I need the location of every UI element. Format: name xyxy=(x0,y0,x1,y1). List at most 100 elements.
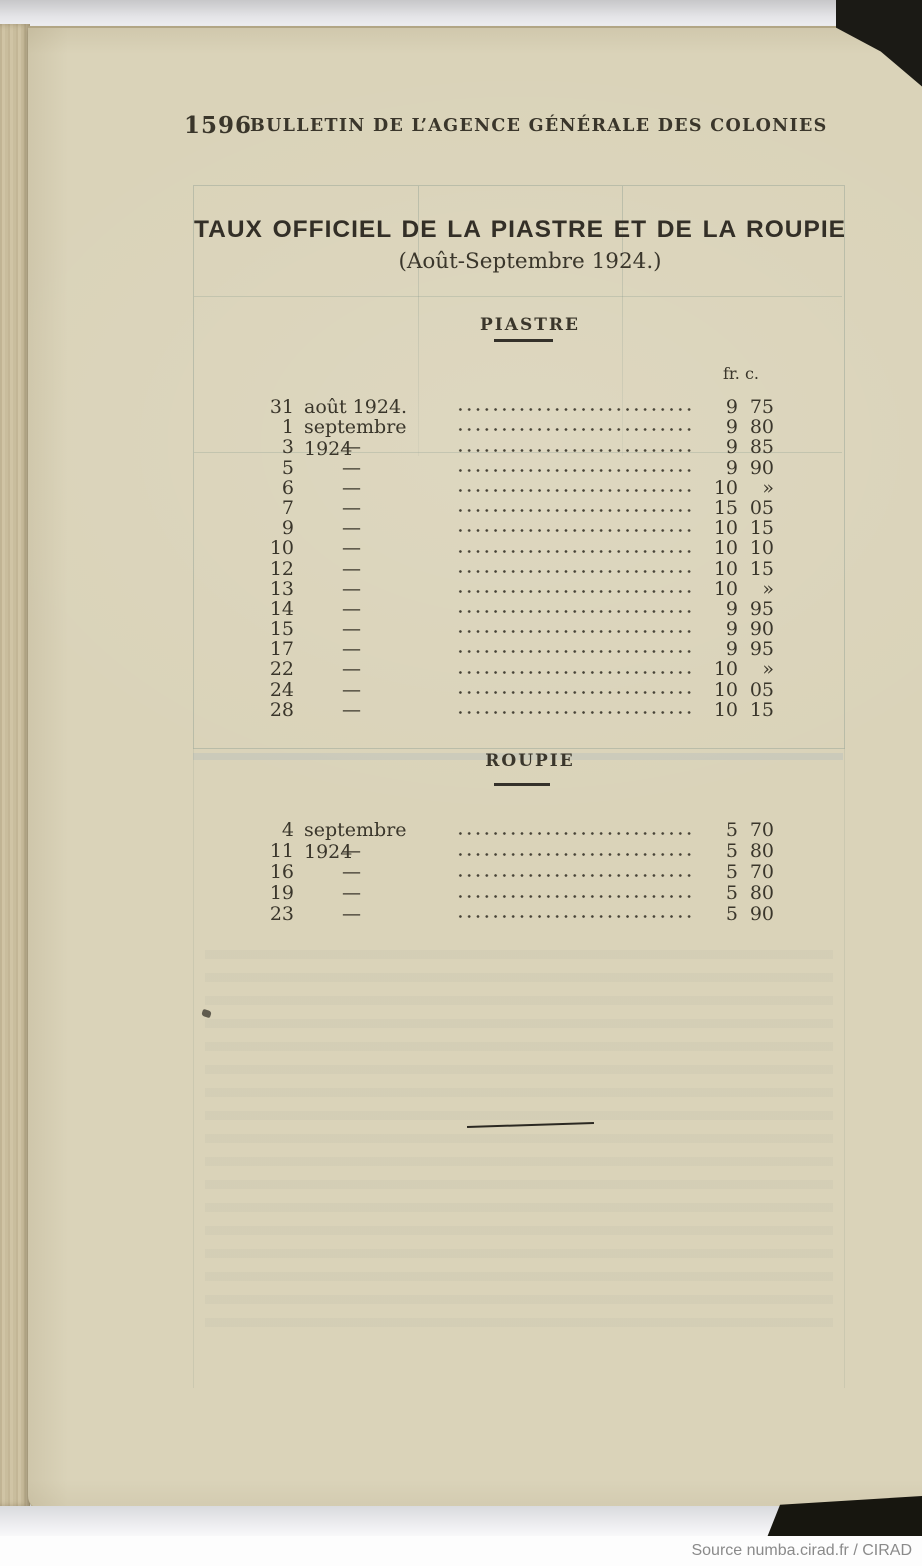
dot-leader xyxy=(456,851,696,857)
roupie-rate-table: 4 septembre 1924 5 70 11 — 5 80 16 — 5 7… xyxy=(258,819,774,925)
dot-leader xyxy=(456,427,696,433)
row-value-francs: 10 xyxy=(713,678,738,701)
rate-table-row: 4 septembre 1924 5 70 xyxy=(258,819,774,863)
row-month: — xyxy=(342,456,363,479)
dot-leader xyxy=(456,710,696,715)
row-value-centimes: 75 xyxy=(749,396,774,418)
row-day: 15 xyxy=(269,618,294,641)
row-value-francs: 10 xyxy=(713,658,738,681)
bleed-through-line xyxy=(194,296,842,297)
row-value-francs: 10 xyxy=(713,476,738,499)
rate-table-row: 17 — 9 95 xyxy=(258,638,774,661)
row-value-francs: 9 xyxy=(725,638,738,661)
row-day: 11 xyxy=(269,839,294,862)
row-month: — xyxy=(342,698,363,721)
rate-table-row: 13 — 10 » xyxy=(258,577,774,600)
dot-leader xyxy=(456,872,696,878)
row-value-francs: 10 xyxy=(713,577,738,600)
dot-leader xyxy=(456,467,696,473)
rate-table-row: 14 — 9 95 xyxy=(258,597,774,620)
row-value-centimes: 95 xyxy=(749,638,774,661)
dot-leader xyxy=(456,548,696,554)
dot-leader xyxy=(456,568,696,574)
rate-table-row: 28 — 10 15 xyxy=(258,698,774,721)
bleed-through-line xyxy=(622,186,623,456)
piastre-heading-rule xyxy=(494,339,553,342)
row-day: 6 xyxy=(281,476,294,499)
piastre-section-heading: PIASTRE xyxy=(480,315,580,335)
row-month: — xyxy=(342,597,363,620)
row-value-francs: 5 xyxy=(725,860,738,883)
row-value-centimes: » xyxy=(762,476,774,499)
rate-table-row: 16 — 5 70 xyxy=(258,860,774,883)
rate-table-row: 24 — 10 05 xyxy=(258,678,774,701)
rate-table-row: 9 — 10 15 xyxy=(258,517,774,540)
row-month: — xyxy=(342,496,363,519)
row-day: 14 xyxy=(269,597,294,620)
piastre-rate-table: 31 août 1924. 9 75 1 septembre 1924 9 80… xyxy=(258,396,774,721)
row-value-centimes: 70 xyxy=(749,860,774,883)
row-month: — xyxy=(342,638,363,661)
row-value-centimes: 10 xyxy=(749,537,774,560)
row-month: — xyxy=(342,860,363,883)
bleed-through-line xyxy=(418,186,419,456)
row-month: — xyxy=(342,658,363,681)
row-day: 12 xyxy=(269,557,294,580)
row-day: 22 xyxy=(269,658,294,681)
scanner-background-bottom xyxy=(0,1506,922,1538)
row-value-francs: 5 xyxy=(725,839,738,862)
row-month: — xyxy=(342,618,363,641)
row-month: — xyxy=(342,902,363,925)
row-value-centimes: » xyxy=(762,577,774,600)
row-value-centimes: 05 xyxy=(749,678,774,701)
row-value-francs: 5 xyxy=(725,902,738,925)
row-value-francs: 10 xyxy=(713,698,738,721)
row-month: septembre 1924 xyxy=(304,819,407,863)
row-value-francs: 10 xyxy=(713,557,738,580)
row-value-centimes: 90 xyxy=(749,618,774,641)
row-day: 5 xyxy=(281,456,294,479)
row-month: — xyxy=(342,577,363,600)
article-title: TAUX OFFICIEL DE LA PIASTRE ET DE LA ROU… xyxy=(194,216,846,243)
row-value-centimes: 80 xyxy=(749,881,774,904)
row-value-centimes: 85 xyxy=(749,436,774,459)
source-watermark: Source numba.cirad.fr / CIRAD xyxy=(0,1536,922,1566)
row-day: 1 xyxy=(281,416,294,439)
row-day: 13 xyxy=(269,577,294,600)
rate-table-row: 5 — 9 90 xyxy=(258,456,774,479)
dot-leader xyxy=(456,689,696,695)
row-month: — xyxy=(342,839,363,862)
row-value-francs: 10 xyxy=(713,537,738,560)
dot-leader xyxy=(456,528,696,534)
rate-table-row: 6 — 10 » xyxy=(258,476,774,499)
rate-table-row: 11 — 5 80 xyxy=(258,839,774,862)
row-month: — xyxy=(342,678,363,701)
row-value-francs: 9 xyxy=(725,416,738,439)
row-day: 28 xyxy=(269,698,294,721)
rate-table-row: 1 septembre 1924 9 80 xyxy=(258,416,774,460)
rate-table-row: 31 août 1924. 9 75 xyxy=(258,396,774,418)
row-month: — xyxy=(342,436,363,459)
row-month: — xyxy=(342,881,363,904)
rate-table-row: 22 — 10 » xyxy=(258,658,774,681)
row-day: 19 xyxy=(269,881,294,904)
rate-table-row: 7 — 15 05 xyxy=(258,496,774,519)
row-value-francs: 9 xyxy=(725,618,738,641)
row-value-centimes: 80 xyxy=(749,839,774,862)
row-value-centimes: » xyxy=(762,658,774,681)
row-value-centimes: 90 xyxy=(749,456,774,479)
bleed-through-frame xyxy=(193,185,845,749)
row-value-centimes: 90 xyxy=(749,902,774,925)
row-value-francs: 15 xyxy=(713,496,738,519)
rate-table-row: 15 — 9 90 xyxy=(258,618,774,641)
roupie-heading-rule xyxy=(494,783,550,786)
dot-leader xyxy=(456,609,696,615)
dot-leader xyxy=(456,830,696,836)
dot-leader xyxy=(456,893,696,899)
row-value-francs: 10 xyxy=(713,517,738,540)
rate-table-row: 12 — 10 15 xyxy=(258,557,774,580)
row-value-francs: 9 xyxy=(725,436,738,459)
dot-leader xyxy=(456,447,696,453)
bleed-through-band xyxy=(193,753,843,760)
row-month: — xyxy=(342,537,363,560)
